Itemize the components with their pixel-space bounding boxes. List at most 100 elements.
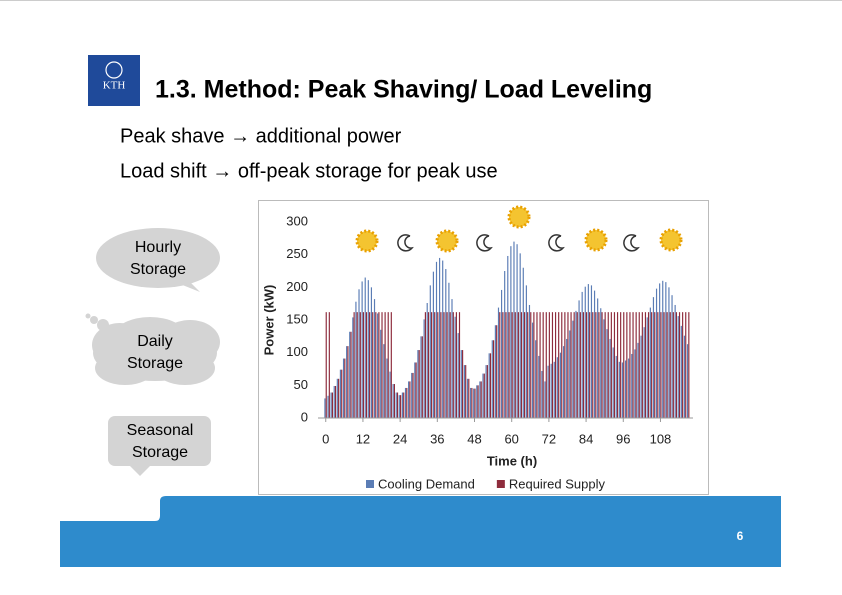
bar (462, 350, 464, 418)
plot: 0 50 100 150 200 250 300 0 12 24 36 48 60 72 84 96 108 Co… (286, 213, 693, 491)
bar (678, 312, 681, 418)
bar (601, 312, 603, 418)
bar (511, 312, 513, 418)
bar (544, 381, 546, 418)
bar (457, 333, 459, 418)
bar (404, 387, 407, 418)
bar (542, 312, 544, 418)
bar (570, 312, 572, 418)
bar (341, 369, 343, 418)
bar (411, 372, 413, 418)
bar (610, 312, 612, 418)
bar (378, 312, 380, 418)
bar (581, 291, 583, 418)
bar (629, 312, 631, 418)
bar (396, 392, 399, 418)
bar (626, 312, 628, 418)
bar (631, 353, 633, 418)
bar (652, 297, 655, 418)
bar (501, 289, 503, 418)
bar (429, 285, 431, 418)
bar (545, 312, 547, 418)
bar (575, 310, 577, 418)
logo (88, 55, 140, 106)
bar (590, 285, 593, 418)
bar (392, 384, 394, 418)
bar (424, 312, 426, 418)
bar (536, 312, 538, 418)
bar (415, 362, 417, 418)
bar (657, 312, 659, 418)
bar (680, 325, 682, 418)
bar (479, 381, 481, 418)
x-tick-label: 48 (467, 431, 481, 446)
bar (682, 312, 684, 418)
bar (527, 312, 529, 418)
bar (437, 312, 439, 418)
bar (655, 288, 658, 418)
bar (523, 312, 526, 418)
bar (637, 342, 639, 418)
bubble-text: Storage (132, 444, 188, 461)
bar (651, 312, 653, 418)
bar (569, 330, 571, 418)
bar (339, 369, 342, 418)
bar (632, 312, 634, 418)
bar (514, 312, 516, 418)
x-tick-label: 96 (616, 431, 630, 446)
bar (662, 280, 664, 418)
page-number: 6 (737, 529, 744, 543)
bar (669, 312, 671, 418)
bullet: Peak shave → additional power (120, 125, 402, 147)
logo-text: KTH (103, 80, 126, 92)
bar (384, 312, 386, 418)
bar (387, 312, 389, 418)
bar (483, 373, 485, 418)
bar (615, 355, 617, 418)
legend-swatch (366, 480, 374, 488)
bar (414, 362, 416, 418)
bar (606, 329, 608, 418)
bar (350, 331, 352, 418)
bar (675, 312, 678, 418)
bar (597, 298, 599, 418)
bar (361, 281, 363, 418)
bar (592, 312, 594, 418)
bar (445, 269, 447, 418)
bar (505, 312, 507, 418)
bar (638, 312, 640, 418)
bar (499, 312, 501, 418)
bar (412, 372, 414, 418)
bar (539, 312, 541, 418)
bar (451, 299, 453, 418)
bar (439, 257, 441, 418)
bar (641, 312, 643, 418)
bar (649, 307, 651, 418)
logo-crown (105, 61, 123, 79)
bar (334, 385, 337, 418)
bar (452, 312, 454, 418)
bar (573, 312, 575, 418)
bar (609, 338, 611, 418)
bar (525, 285, 527, 418)
bar (381, 312, 383, 418)
bar (389, 371, 391, 418)
bar (353, 312, 355, 418)
bar (465, 365, 467, 418)
bar (621, 362, 624, 418)
bar (431, 312, 433, 418)
bar (390, 312, 392, 418)
bar (331, 392, 334, 418)
y-tick-label: 200 (286, 279, 308, 294)
bar (520, 312, 523, 418)
bar (426, 303, 428, 418)
bar (470, 387, 472, 418)
y-axis-title: Power (kW) (261, 285, 276, 356)
bar (496, 325, 498, 418)
bar (356, 312, 358, 418)
footer-band (60, 496, 781, 567)
x-tick-label: 0 (322, 431, 329, 446)
x-tick-label: 72 (542, 431, 556, 446)
bar (347, 346, 349, 418)
